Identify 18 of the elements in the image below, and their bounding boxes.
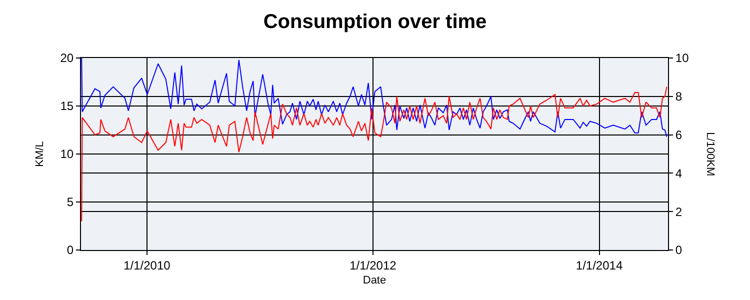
x-tick-label: 1/1/2010 [124,258,171,272]
y2-tick-label: 2 [675,204,682,219]
y-tick-label: 20 [60,51,74,66]
x-tick-label: 1/1/2012 [350,258,397,272]
y-tick-label: 5 [66,195,74,210]
y-tick-label: 0 [66,243,74,258]
y2-tick-label: 0 [675,243,682,258]
y2-tick-label: 4 [675,166,682,180]
y-tick-label: 10 [60,147,74,162]
chart-title: Consumption over time [263,11,487,33]
y-tick-label: 15 [60,99,74,114]
y2-axis-title: L/100KM [704,132,716,176]
y2-tick-label: 8 [675,90,682,104]
x-tick-label: 1/1/2014 [576,258,623,272]
y2-tick-label: 6 [675,128,682,142]
x-axis-title: Date [362,274,386,287]
y2-tick-label: 10 [675,51,690,66]
y-axis-title: KM/L [34,141,46,167]
